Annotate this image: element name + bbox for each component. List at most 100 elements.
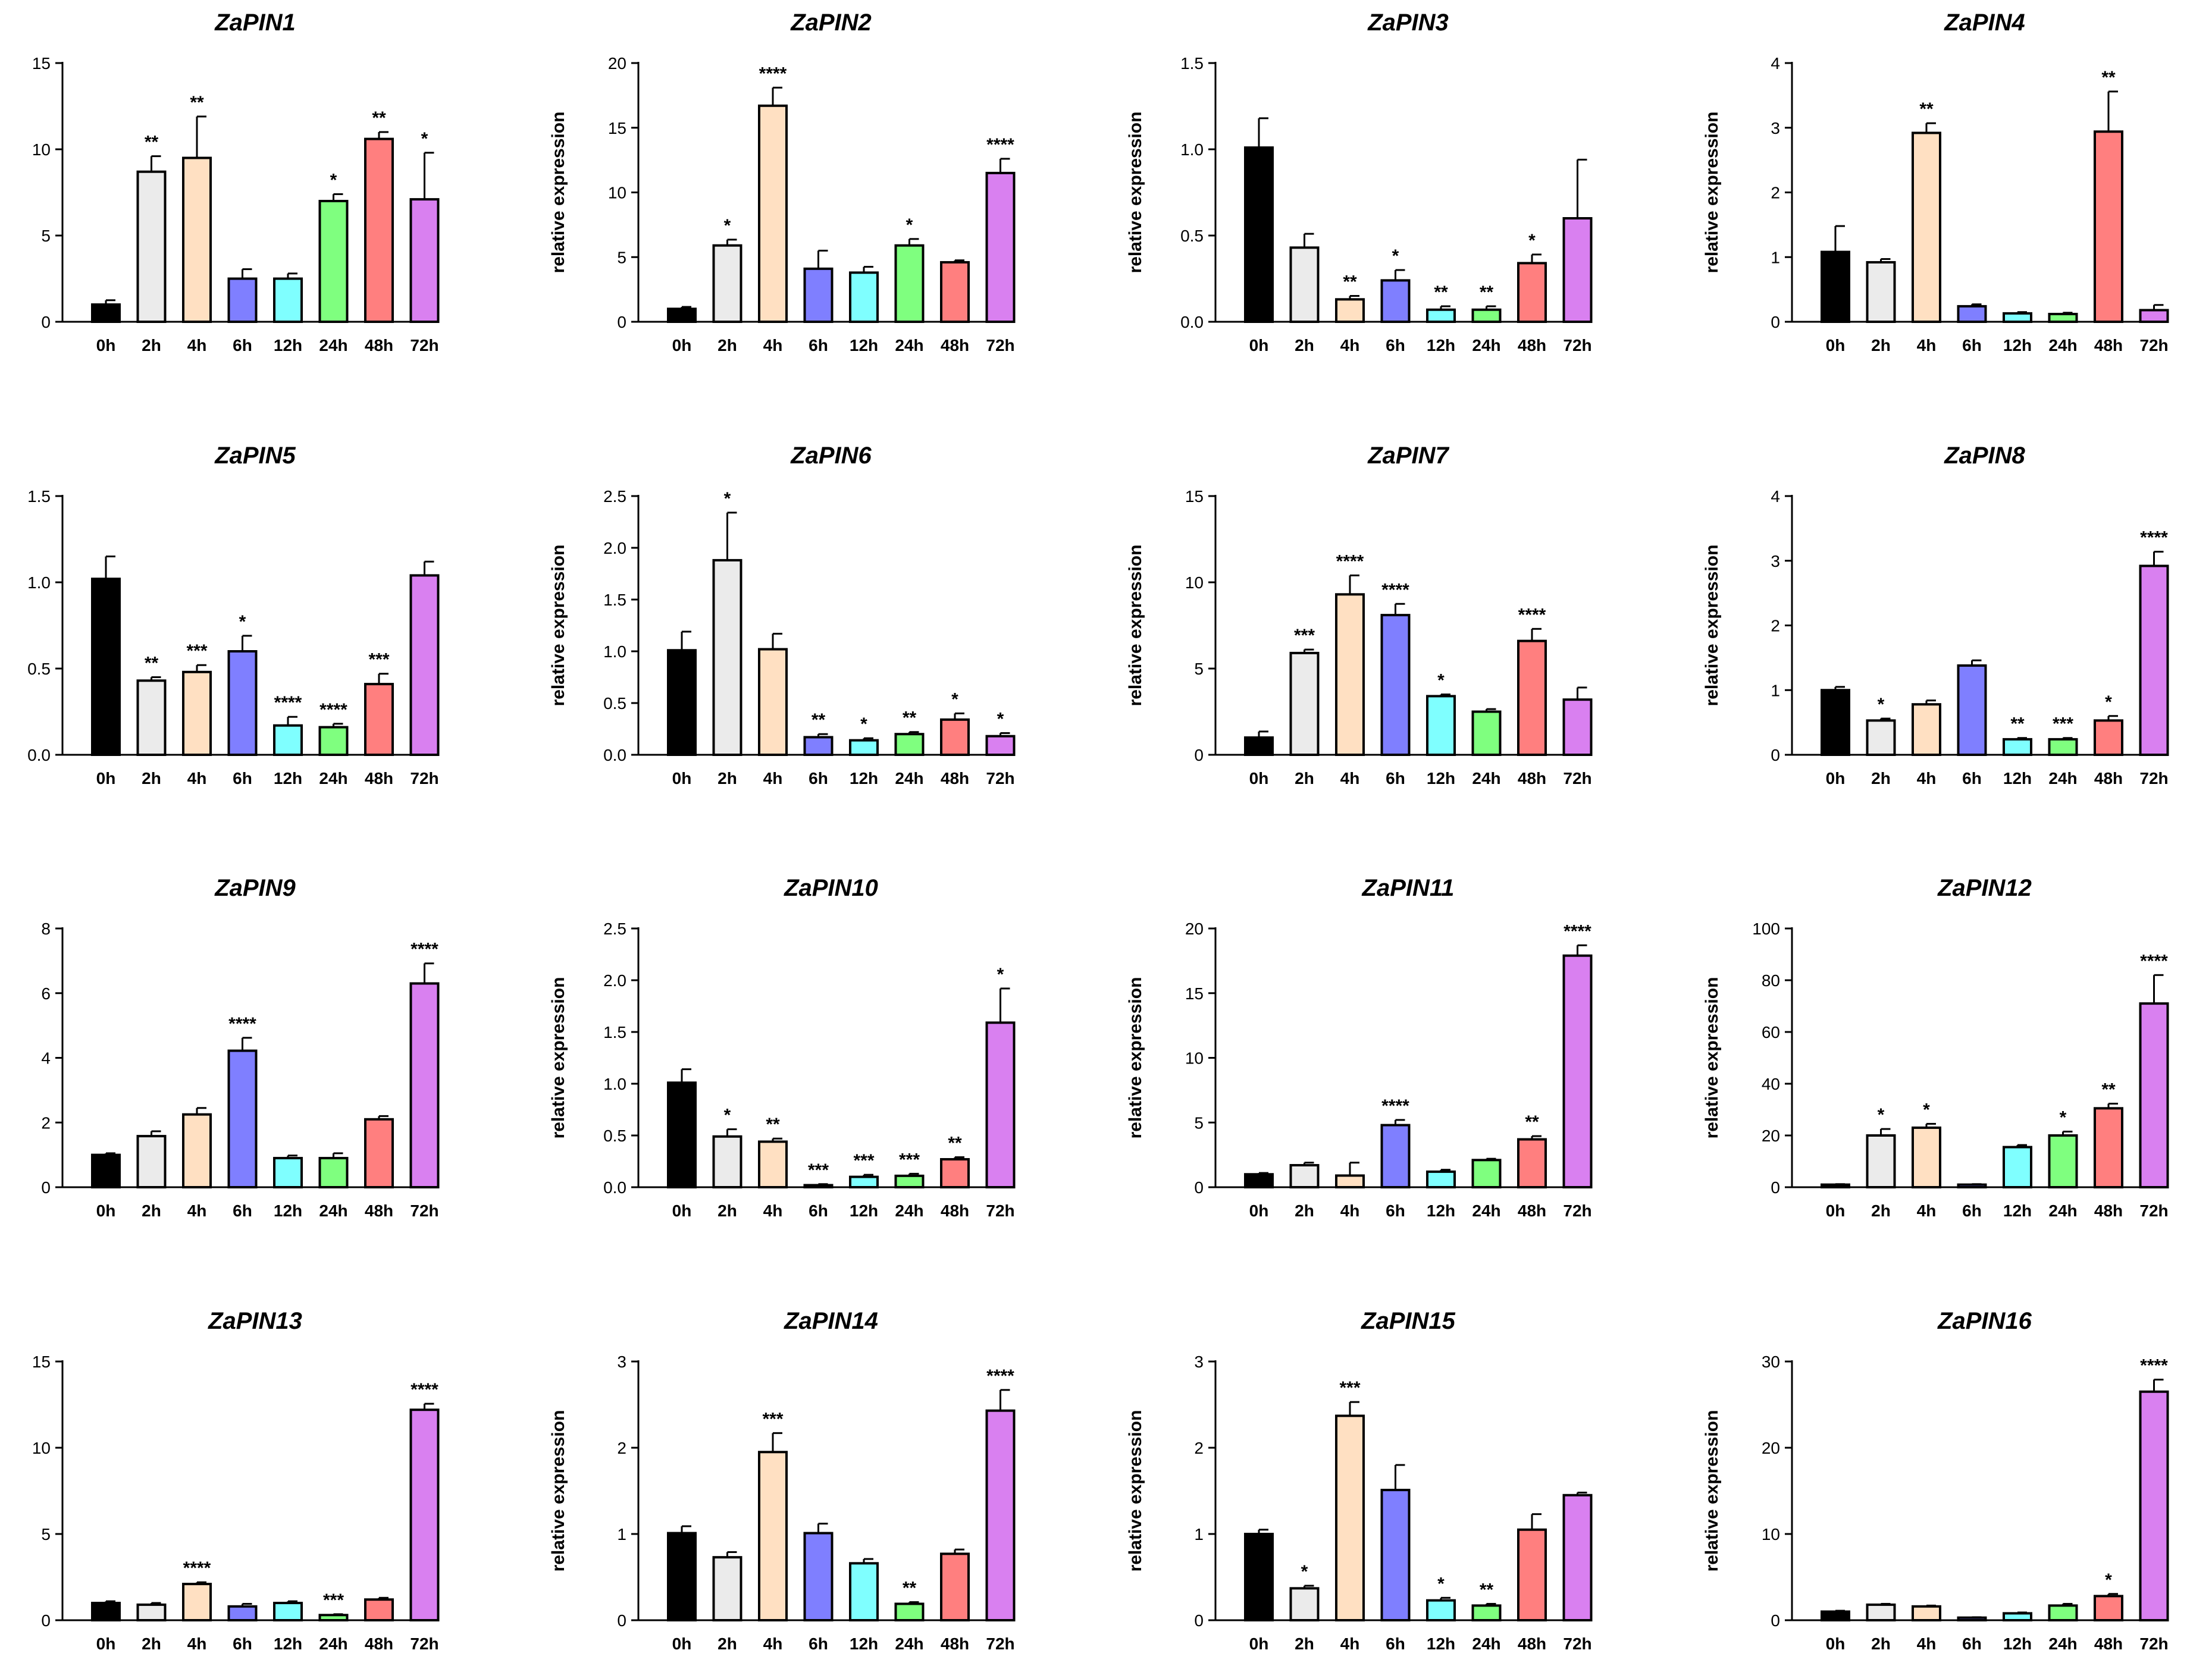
y-tick-label: 2 [41, 1113, 51, 1132]
bar [91, 303, 121, 323]
y-tick-label: 4 [1771, 487, 1780, 506]
x-tick-label: 48h [941, 336, 969, 354]
y-tick-label: 0.0 [27, 746, 51, 764]
y-tick-label: 1.0 [27, 573, 51, 592]
bar [940, 1552, 970, 1622]
bar [1289, 1587, 1320, 1622]
bar [1471, 1159, 1502, 1188]
x-tick-label: 72h [410, 336, 438, 354]
x-tick-label: 0h [96, 1635, 116, 1653]
significance-label: ** [2010, 714, 2025, 734]
significance-label: *** [186, 641, 207, 661]
bar [1517, 262, 1547, 323]
y-tick-label: 2 [1771, 184, 1780, 202]
bar [1866, 261, 1896, 324]
bar [364, 1598, 394, 1621]
bar [985, 735, 1016, 757]
x-tick-label: 0h [1826, 1635, 1846, 1653]
x-tick-label: 6h [233, 769, 252, 788]
bar [985, 1409, 1016, 1621]
x-tick-label: 24h [2048, 336, 2077, 354]
bar [1289, 651, 1320, 757]
bar [136, 679, 167, 757]
chart-panel: ZaPIN3 relative expression 0.0 0.5 1.0 1.5 0h 2… [1126, 10, 1593, 354]
panel-title: ZaPIN3 [1367, 10, 1449, 36]
chart-panel: ZaPIN14 relative expression 0 1 2 3 0h 2h *** 4h 6… [549, 1308, 1016, 1653]
bar [1957, 664, 1987, 757]
bar [364, 137, 394, 323]
significance-label: ** [145, 654, 159, 673]
significance-label: * [951, 689, 958, 709]
y-tick-label: 0.5 [27, 660, 51, 678]
significance-label: **** [183, 1558, 211, 1578]
bar [409, 574, 440, 757]
y-tick-label: 20 [1762, 1127, 1780, 1145]
x-tick-label: 0h [1249, 769, 1269, 788]
bar [227, 1605, 258, 1622]
bar [712, 559, 742, 756]
bar [1821, 1610, 1850, 1621]
x-tick-label: 72h [1563, 1635, 1591, 1653]
x-tick-label: 72h [2139, 336, 2168, 354]
panel-title: ZaPIN6 [790, 443, 872, 469]
significance-label: ** [1480, 1580, 1494, 1599]
x-tick-label: 24h [895, 769, 923, 788]
y-tick-label: 1 [617, 1525, 626, 1543]
bar [803, 1532, 834, 1622]
y-tick-label: 10 [32, 140, 51, 159]
x-tick-label: 24h [1472, 1201, 1500, 1220]
y-tick-label: 0 [1194, 1178, 1204, 1197]
bar [1866, 1134, 1896, 1188]
x-tick-label: 48h [2094, 769, 2123, 788]
y-tick-label: 0 [1194, 1611, 1204, 1630]
bar [1957, 305, 1987, 324]
y-tick-label: 0 [1771, 313, 1780, 331]
significance-label: ** [1525, 1112, 1539, 1132]
significance-label: * [1437, 671, 1445, 691]
bar [1335, 298, 1365, 323]
y-tick-label: 1.5 [1180, 54, 1204, 73]
y-axis-label: relative expression [1702, 545, 1722, 707]
x-tick-label: 0h [672, 1635, 692, 1653]
x-tick-label: 12h [2003, 1201, 2032, 1220]
x-tick-label: 6h [1962, 1635, 1982, 1653]
significance-label: **** [1336, 551, 1364, 571]
bar [318, 726, 349, 756]
significance-label: ** [812, 710, 826, 730]
significance-label: * [1528, 231, 1536, 250]
significance-label: * [997, 709, 1004, 729]
bar [182, 1113, 212, 1188]
x-tick-label: 4h [763, 1635, 783, 1653]
panel-title: ZaPIN9 [214, 875, 296, 901]
significance-label: **** [1564, 921, 1591, 941]
bar [364, 683, 394, 756]
x-tick-label: 6h [1386, 336, 1405, 354]
panel-title: ZaPIN15 [1361, 1308, 1456, 1334]
y-tick-label: 5 [617, 248, 626, 266]
bar [1912, 1605, 1941, 1622]
bar [2139, 1390, 2169, 1621]
x-tick-label: 48h [941, 1635, 969, 1653]
bar [1562, 217, 1593, 323]
x-tick-label: 4h [1917, 769, 1937, 788]
bar [91, 1602, 121, 1621]
bar [91, 1153, 121, 1188]
y-tick-label: 2 [1194, 1439, 1204, 1457]
chart-panel: ZaPIN9relative expression024680h2h4h****… [41, 875, 440, 1220]
y-tick-label: 2 [1771, 617, 1780, 635]
y-axis-label: relative expression [1126, 1410, 1145, 1572]
panel-title: ZaPIN8 [1944, 443, 2025, 469]
x-tick-label: 48h [365, 336, 393, 354]
bar [2139, 1002, 2169, 1189]
y-tick-label: 15 [32, 1353, 51, 1371]
bar [2048, 1134, 2078, 1188]
significance-label: * [239, 612, 246, 632]
x-tick-label: 4h [1917, 1635, 1937, 1653]
bar [1821, 1183, 1850, 1189]
y-tick-label: 60 [1762, 1023, 1780, 1041]
x-tick-label: 48h [1518, 336, 1546, 354]
significance-label: **** [319, 700, 347, 720]
x-tick-label: 4h [187, 336, 207, 354]
x-tick-label: 2h [1295, 1201, 1314, 1220]
x-tick-label: 24h [2048, 1635, 2077, 1653]
